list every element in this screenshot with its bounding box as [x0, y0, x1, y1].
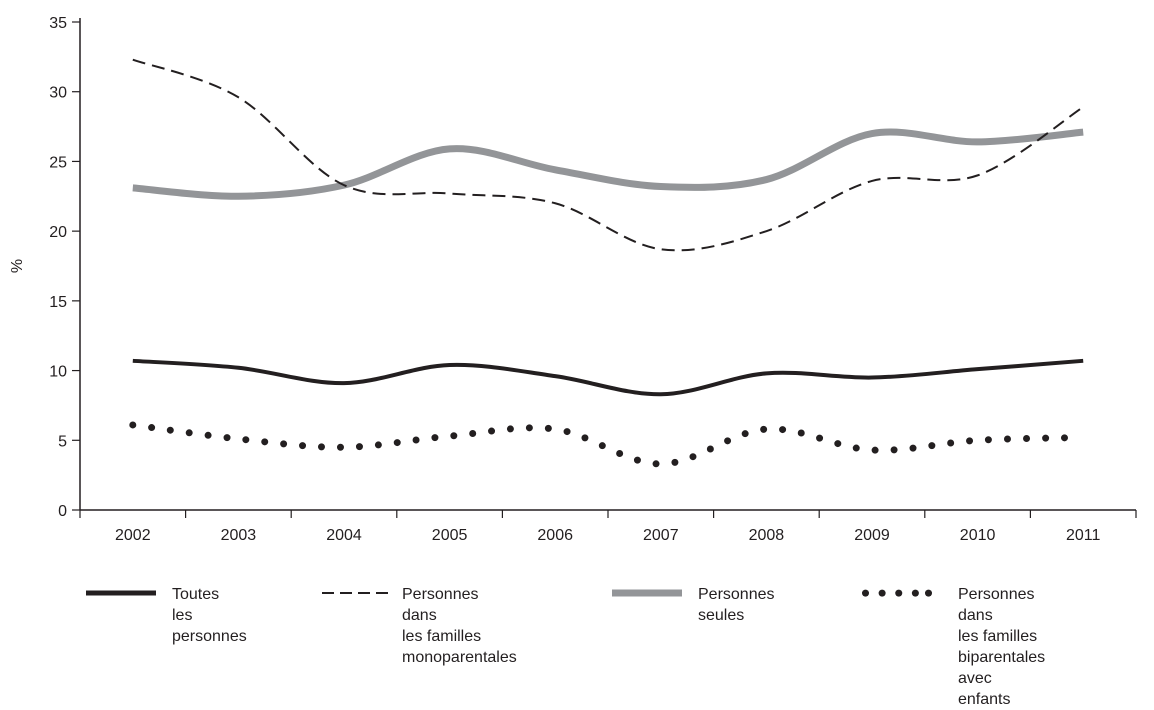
series-line-dashed: [132, 58, 1084, 252]
x-tick-label: 2008: [749, 527, 785, 544]
x-tick-label: 2006: [537, 527, 573, 544]
y-tick-label: 5: [58, 433, 67, 450]
series-line-dotted: [129, 421, 1087, 468]
series-line-solid-gray: [132, 128, 1084, 200]
x-tick-label: 2009: [854, 527, 890, 544]
legend-label-monoparentales: Personnes dans les familles monoparental…: [402, 586, 517, 666]
x-tick-label: 2003: [221, 527, 257, 544]
x-tick-label: 2004: [326, 527, 362, 544]
series-line-solid-thick: [132, 358, 1084, 397]
x-tick-label: 2011: [1066, 527, 1101, 544]
legend-label-biparentales: Personnes dans les familles biparentales…: [958, 586, 1046, 708]
legend-swatch-solid-gray: [612, 589, 682, 597]
chart-legend: Toutes les personnes Personnes dans les …: [0, 584, 1154, 708]
chart-axes: 0 5 10 15 20 25 30 35 2002 2003 2004 2005 2006 2007 20…: [49, 15, 1137, 544]
y-tick-label: 35: [49, 15, 67, 32]
x-tick-label: 2010: [960, 527, 996, 544]
y-tick-label: 0: [58, 503, 67, 520]
line-chart: 0 5 10 15 20 25 30 35 2002 2003 2004 2005 2006 2007 20…: [9, 15, 1137, 544]
legend-swatch-dashed: [322, 592, 392, 594]
y-axis-label: %: [9, 259, 26, 273]
legend-label-seules: Personnes seules: [698, 586, 775, 624]
y-tick-label: 30: [49, 85, 67, 102]
x-tick-label: 2007: [643, 527, 679, 544]
x-tick-label: 2005: [432, 527, 468, 544]
legend-swatch-solid-thick: [86, 590, 156, 596]
y-tick-label: 10: [49, 364, 67, 381]
x-tick-label: 2002: [115, 527, 151, 544]
y-tick-label: 20: [49, 224, 67, 241]
legend-label-toutes: Toutes les personnes: [172, 586, 247, 645]
legend-swatch-dotted: [862, 589, 932, 597]
y-tick-label: 25: [49, 154, 67, 171]
y-tick-label: 15: [49, 294, 67, 311]
chart-series: [129, 58, 1087, 468]
